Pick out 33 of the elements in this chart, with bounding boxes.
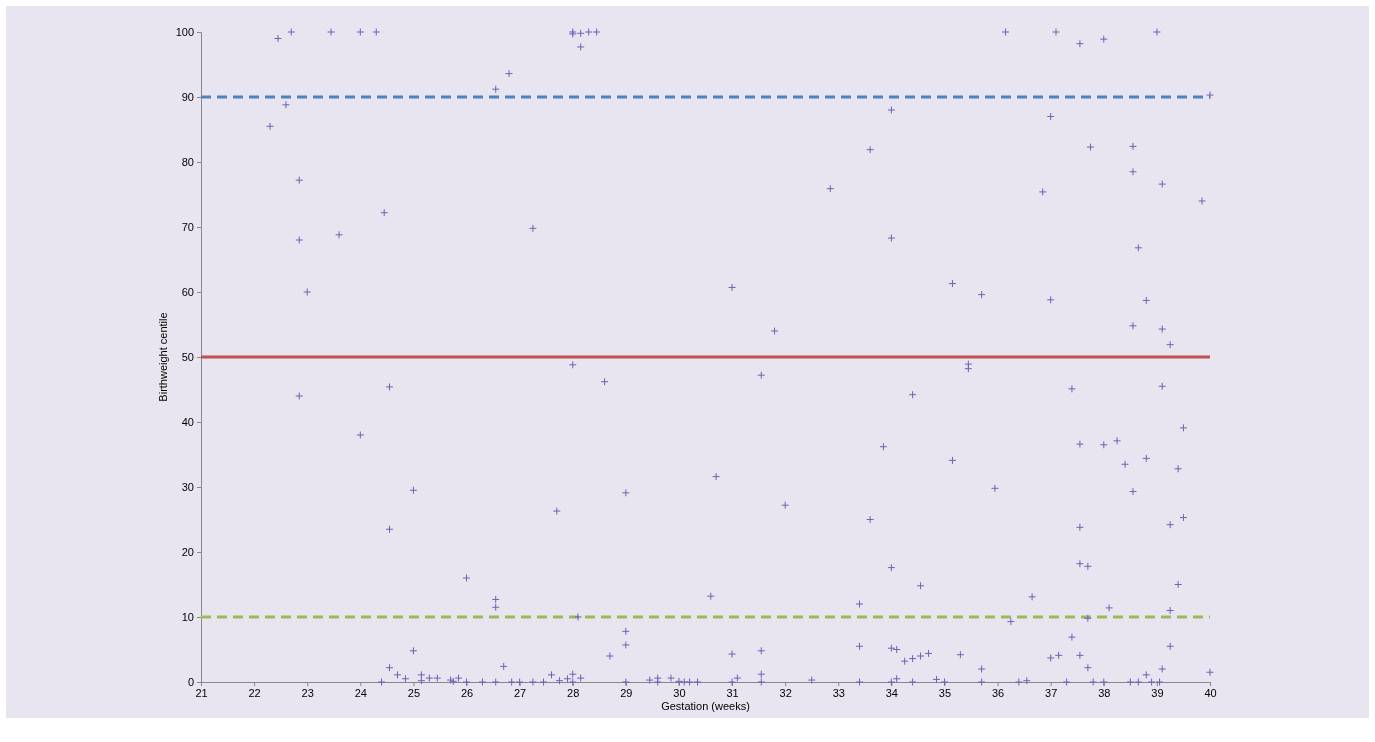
y-tick-label: 90: [181, 91, 194, 104]
x-tick-label: 21: [195, 686, 208, 699]
x-tick-label: 28: [567, 686, 580, 699]
y-tick-label: 80: [181, 156, 194, 169]
x-tick-label: 33: [832, 686, 845, 699]
x-tick-label: 34: [885, 686, 898, 699]
x-tick-label: 26: [460, 686, 474, 699]
y-tick-label: 100: [175, 26, 194, 39]
x-tick-label: 32: [779, 686, 792, 699]
y-tick-label: 60: [181, 286, 194, 299]
y-tick-label: 0: [187, 676, 194, 689]
x-tick-label: 35: [938, 686, 952, 699]
y-tick-label: 70: [181, 221, 194, 234]
y-tick-label: 40: [181, 416, 194, 429]
y-tick-label: 10: [181, 611, 194, 624]
x-tick-label: 24: [354, 686, 367, 699]
x-tick-label: 23: [301, 686, 314, 699]
y-tick-label: 30: [181, 481, 194, 494]
x-tick-label: 40: [1204, 686, 1217, 699]
x-tick-label: 39: [1151, 686, 1164, 699]
x-tick-label: 22: [248, 686, 261, 699]
x-tick-label: 38: [1098, 686, 1111, 699]
x-tick-label: 30: [673, 686, 686, 699]
x-tick-label: 36: [991, 686, 1005, 699]
y-tick-label: 50: [181, 351, 194, 364]
y-tick-label: 20: [181, 546, 194, 559]
y-axis-title: Birthweight centile: [157, 312, 169, 402]
x-tick-label: 31: [726, 686, 739, 699]
x-tick-label: 25: [407, 686, 421, 699]
x-tick-label: 29: [620, 686, 633, 699]
x-axis-title: Gestation (weeks): [661, 700, 750, 712]
x-tick-label: 27: [514, 686, 527, 699]
x-tick-label: 37: [1045, 686, 1058, 699]
